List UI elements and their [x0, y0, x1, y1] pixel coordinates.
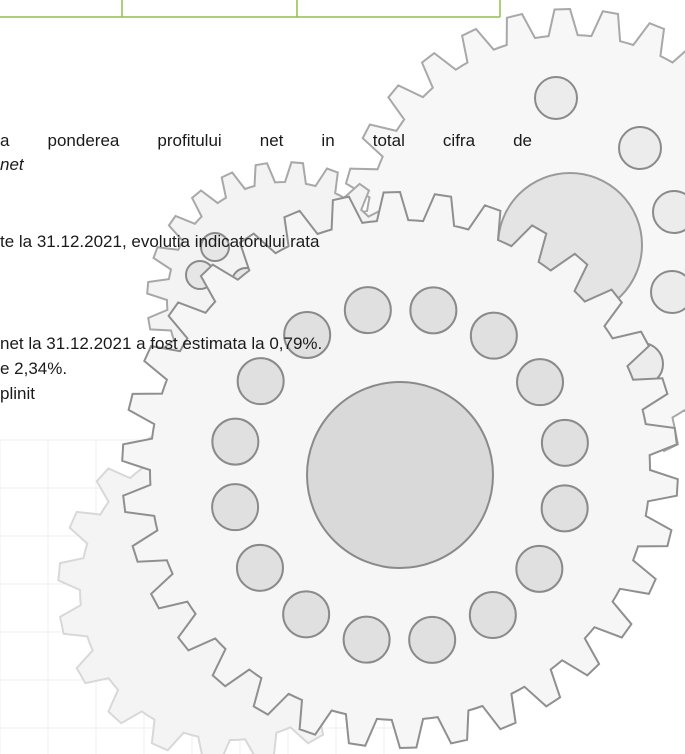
- table-edge: [0, 0, 500, 17]
- text-line: plinit: [0, 383, 35, 405]
- gear-hole: [542, 485, 588, 531]
- gear-hole: [283, 591, 329, 637]
- gear-hole: [238, 358, 284, 404]
- gear-hole: [237, 545, 283, 591]
- gear-hub: [307, 382, 493, 568]
- gear-hole: [517, 359, 563, 405]
- gear-hole: [344, 617, 390, 663]
- gear-hole: [471, 313, 517, 359]
- gear-hole: [212, 484, 258, 530]
- gear-hole: [535, 77, 577, 119]
- gear-hole: [470, 592, 516, 638]
- gear-hole: [619, 127, 661, 169]
- page: Document {"paragraphs": [ {"lines": ["a …: [0, 0, 685, 754]
- text-line: net la 31.12.2021 a fost estimata la 0,7…: [0, 333, 322, 355]
- text-line: e 2,34%.: [0, 358, 67, 380]
- gears: [58, 9, 685, 754]
- text-line: a ponderea profitului net in total cifra…: [0, 130, 532, 152]
- gear-hole: [409, 617, 455, 663]
- background: [0, 0, 685, 754]
- gear-hole: [653, 191, 685, 233]
- document: a ponderea profitului net in total cifra…: [0, 0, 685, 754]
- gear-hole: [212, 419, 258, 465]
- text-line: te la 31.12.2021, evolutia indicatorului…: [0, 231, 319, 253]
- gear-hole: [410, 287, 456, 333]
- gear-hole: [651, 271, 685, 313]
- gear-hole: [345, 287, 391, 333]
- gear-hole: [516, 546, 562, 592]
- gear-hole: [542, 420, 588, 466]
- text-line: net: [0, 154, 24, 176]
